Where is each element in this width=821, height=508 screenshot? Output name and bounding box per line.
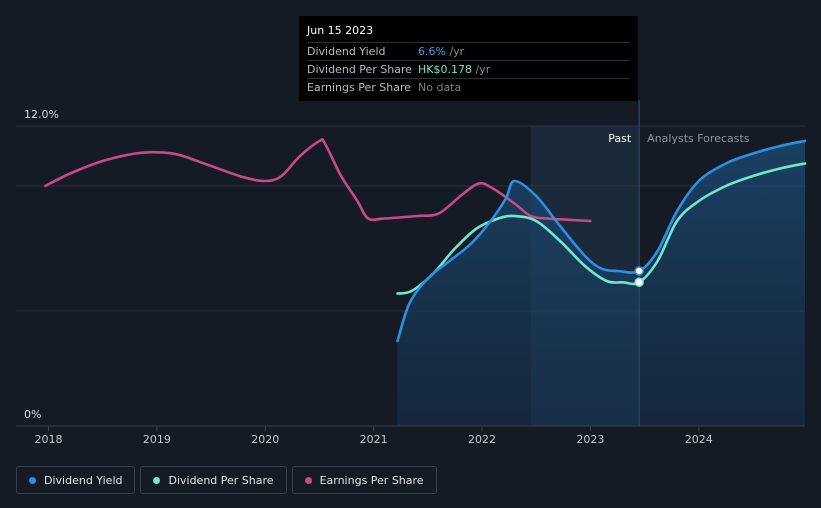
legend-dot-icon (153, 476, 161, 484)
tooltip-date: Jun 15 2023 (307, 24, 374, 37)
series-line-earnings-per-share (44, 137, 592, 223)
legend-dividend-per-share[interactable]: Dividend Per Share (140, 466, 287, 494)
hover-marker (634, 277, 644, 287)
tooltip-label: Earnings Per Share (307, 81, 412, 94)
x-tick-label: 2023 (576, 433, 604, 446)
tooltip-value: No data (418, 81, 462, 94)
tooltip-label: Dividend Per Share (307, 63, 413, 76)
x-axis-ticks: 2018 2019 2020 2021 2022 2023 2024 (35, 426, 713, 446)
legend-label: Dividend Yield (44, 473, 123, 487)
chart-legend: Dividend Yield Dividend Per Share Earnin… (16, 466, 437, 494)
x-tick-label: 2022 (468, 433, 496, 446)
series-lines (44, 137, 807, 343)
legend-dividend-yield[interactable]: Dividend Yield (16, 466, 136, 494)
tooltip-row-earnings-per-share: Earnings Per Share No data (307, 78, 630, 96)
legend-label: Dividend Per Share (168, 473, 274, 487)
legend-earnings-per-share[interactable]: Earnings Per Share (291, 466, 437, 494)
x-tick-label: 2018 (35, 433, 63, 446)
hover-tooltip: Jun 15 2023 Dividend Yield 6.6% /yr Divi… (299, 16, 638, 101)
past-label: Past (608, 132, 632, 145)
legend-dot-icon (304, 476, 312, 484)
tooltip-value: 6.6% (418, 45, 446, 58)
tooltip-value: HK$0.178 (418, 63, 472, 76)
x-tick-label: 2020 (251, 433, 279, 446)
x-tick-label: 2019 (143, 433, 171, 446)
tooltip-row-dividend-per-share: Dividend Per Share HK$0.178 /yr (307, 60, 630, 78)
tooltip-row-dividend-yield: Dividend Yield 6.6% /yr (307, 42, 630, 60)
tooltip-unit: /yr (445, 45, 465, 58)
x-tick-label: 2021 (360, 433, 388, 446)
y-tick-top: 12.0% (24, 108, 59, 121)
hover-markers (634, 266, 644, 287)
legend-label: Earnings Per Share (319, 473, 424, 487)
dividend-yield-area (397, 141, 805, 426)
y-tick-bottom: 0% (24, 408, 41, 421)
hover-marker (634, 266, 644, 276)
series-line-dividend-yield (396, 139, 807, 343)
tooltip-label: Dividend Yield (307, 45, 386, 58)
legend-dot-icon (29, 476, 36, 484)
series-line-dividend-per-share (396, 162, 807, 295)
forecast-label: Analysts Forecasts (647, 132, 750, 145)
x-tick-label: 2024 (685, 433, 713, 446)
tooltip-unit: /yr (471, 63, 491, 76)
